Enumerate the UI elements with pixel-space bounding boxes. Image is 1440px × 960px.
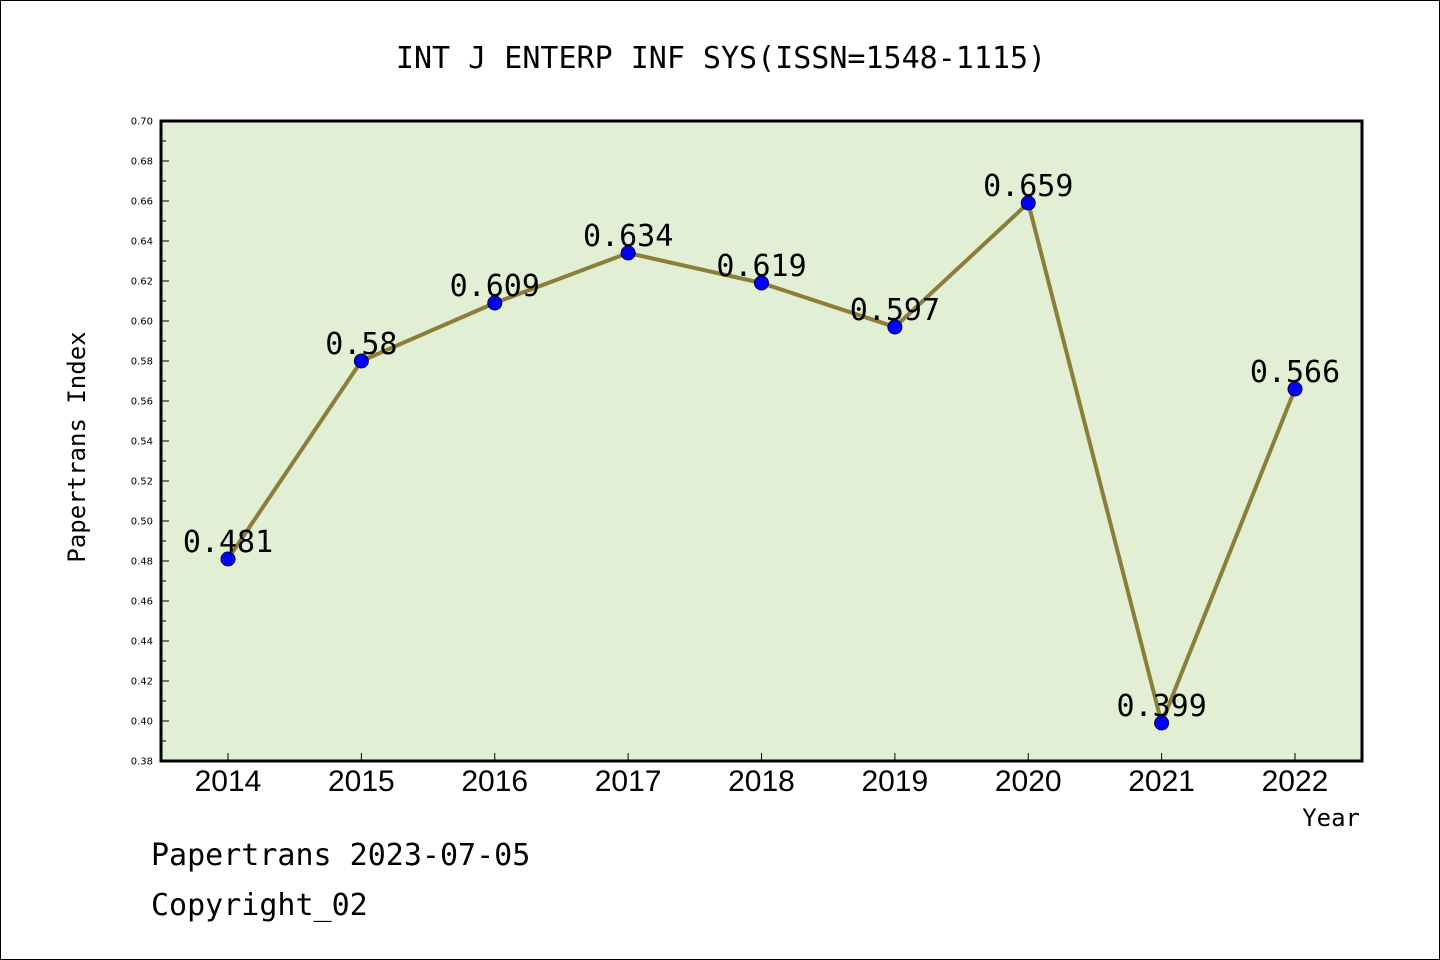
y-tick-label: 0.50 — [131, 517, 153, 528]
data-label: 0.597 — [850, 293, 940, 328]
data-label: 0.399 — [1116, 689, 1206, 724]
x-tick-label: 2015 — [328, 765, 395, 798]
data-point — [1287, 381, 1303, 397]
y-tick-label: 0.48 — [131, 557, 153, 568]
y-axis-label: Papertrans Index — [63, 331, 91, 562]
y-tick-label: 0.54 — [131, 437, 153, 448]
y-tick-label: 0.46 — [131, 597, 153, 608]
y-tick-label: 0.68 — [131, 157, 153, 168]
y-tick-label: 0.38 — [131, 757, 153, 768]
series-markers — [220, 195, 1303, 731]
data-label: 0.58 — [325, 327, 397, 362]
data-label: 0.634 — [583, 219, 673, 254]
y-tick-label: 0.56 — [131, 397, 153, 408]
y-tick-label: 0.66 — [131, 197, 153, 208]
x-tick-label: 2018 — [728, 765, 795, 798]
footer-copyright: Copyright_02 — [151, 888, 368, 923]
x-tick-label: 2020 — [995, 765, 1062, 798]
x-tick-label: 2014 — [195, 765, 262, 798]
y-tick-label: 0.58 — [131, 357, 153, 368]
data-point — [887, 319, 903, 335]
data-point — [1154, 715, 1170, 731]
data-label: 0.619 — [716, 249, 806, 284]
x-axis: 2014 2015 2016 2017 2018 2019 2020 2021 2022 — [195, 753, 1329, 798]
y-axis: 0.38 0.40 0.42 0.44 0.46 0.48 0.50 0.52 0.54 0.56… — [131, 117, 169, 768]
y-tick-label: 0.40 — [131, 717, 153, 728]
x-tick-label: 2016 — [461, 765, 528, 798]
data-label: 0.659 — [983, 169, 1073, 204]
y-tick-label: 0.64 — [131, 237, 153, 248]
data-point — [754, 275, 769, 291]
data-label: 0.481 — [183, 525, 273, 560]
data-point — [620, 245, 636, 261]
x-axis-label: Year — [1302, 804, 1360, 832]
x-tick-label: 2019 — [862, 765, 929, 798]
y-tick-label: 0.42 — [131, 677, 153, 688]
y-tick-label: 0.44 — [131, 637, 153, 648]
y-tick-label: 0.62 — [131, 277, 153, 288]
y-tick-label: 0.70 — [131, 117, 153, 128]
plot-area — [159, 119, 1364, 763]
data-point — [220, 551, 236, 567]
x-tick-label: 2022 — [1262, 765, 1329, 798]
y-tick-label: 0.60 — [131, 317, 153, 328]
y-tick-label: 0.52 — [131, 477, 153, 488]
footer-date: Papertrans 2023-07-05 — [151, 838, 530, 873]
data-point — [1020, 195, 1036, 211]
chart-title: INT J ENTERP INF SYS(ISSN=1548-1115) — [396, 41, 1046, 76]
data-labels: 0.481 0.58 0.609 0.634 0.619 0.597 0.659 0.399 0… — [183, 169, 1340, 724]
data-label: 0.566 — [1250, 355, 1340, 390]
x-tick-label: 2017 — [595, 765, 662, 798]
data-point — [353, 353, 369, 369]
data-label: 0.609 — [450, 269, 540, 304]
x-tick-label: 2021 — [1128, 765, 1195, 798]
data-point — [487, 295, 503, 311]
